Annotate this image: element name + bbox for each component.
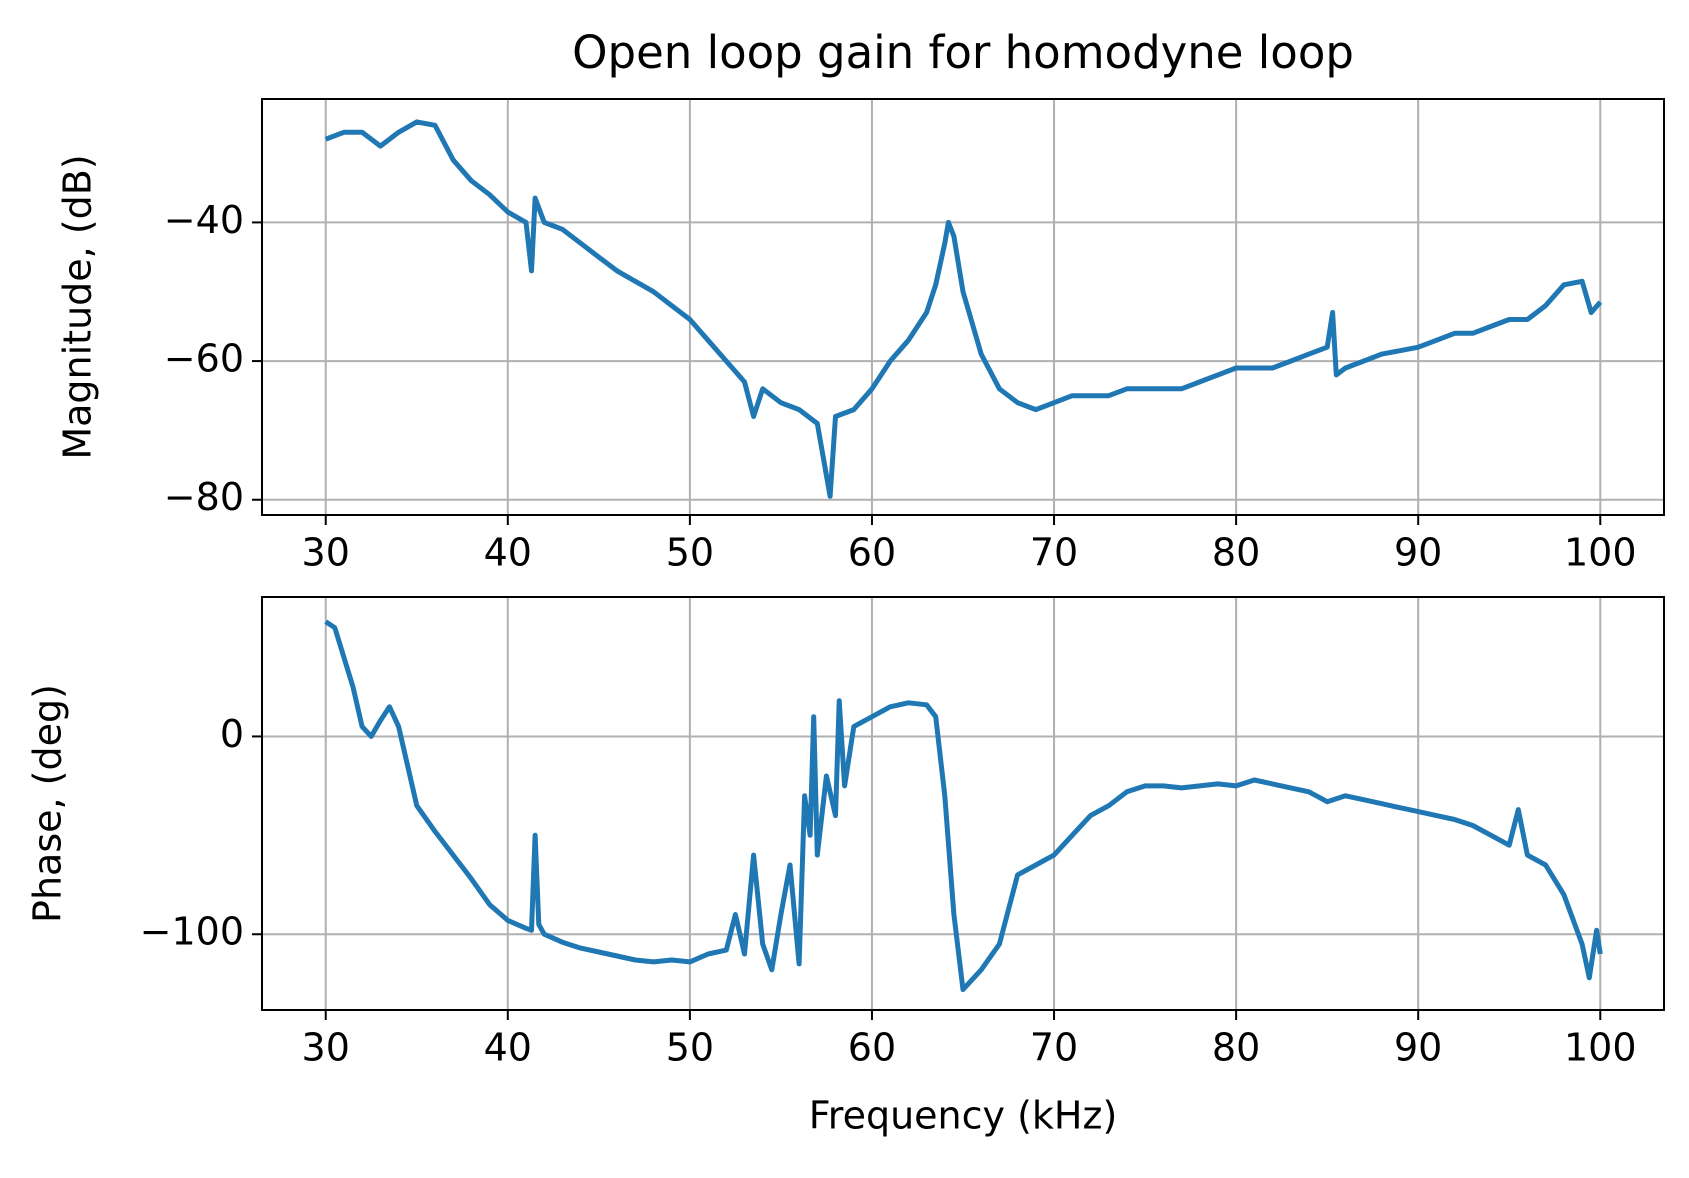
x-tick-label: 80 [1212, 1026, 1260, 1070]
axes-frame [261, 98, 1665, 516]
axes-frame [261, 596, 1665, 1011]
x-axis-label: Frequency (kHz) [809, 1094, 1118, 1138]
x-tick-label: 70 [1030, 531, 1078, 575]
y-tick-label: −60 [164, 337, 244, 381]
data-line [324, 119, 1603, 499]
y-tick-label: 0 [220, 712, 244, 756]
x-tick-label: 60 [848, 1026, 896, 1070]
chart-title: Open loop gain for homodyne loop [572, 26, 1354, 79]
y-tick-label: −40 [164, 198, 244, 242]
x-tick-label: 40 [484, 1026, 532, 1070]
x-tick-label: 80 [1212, 531, 1260, 575]
x-tick-label: 60 [848, 531, 896, 575]
y-axis-label: Magnitude, (dB) [56, 154, 100, 459]
x-tick-label: 40 [484, 531, 532, 575]
y-axis-label: Phase, (deg) [26, 684, 70, 923]
x-tick-label: 100 [1564, 531, 1637, 575]
y-tick-label: −80 [164, 475, 244, 519]
x-tick-label: 100 [1564, 1026, 1637, 1070]
x-tick-label: 30 [302, 531, 350, 575]
x-tick-label: 50 [666, 1026, 714, 1070]
x-tick-label: 30 [302, 1026, 350, 1070]
data-line [324, 619, 1603, 993]
x-tick-label: 70 [1030, 1026, 1078, 1070]
x-tick-label: 90 [1394, 531, 1442, 575]
x-tick-label: 90 [1394, 1026, 1442, 1070]
x-tick-label: 50 [666, 531, 714, 575]
y-tick-label: −100 [140, 910, 244, 954]
